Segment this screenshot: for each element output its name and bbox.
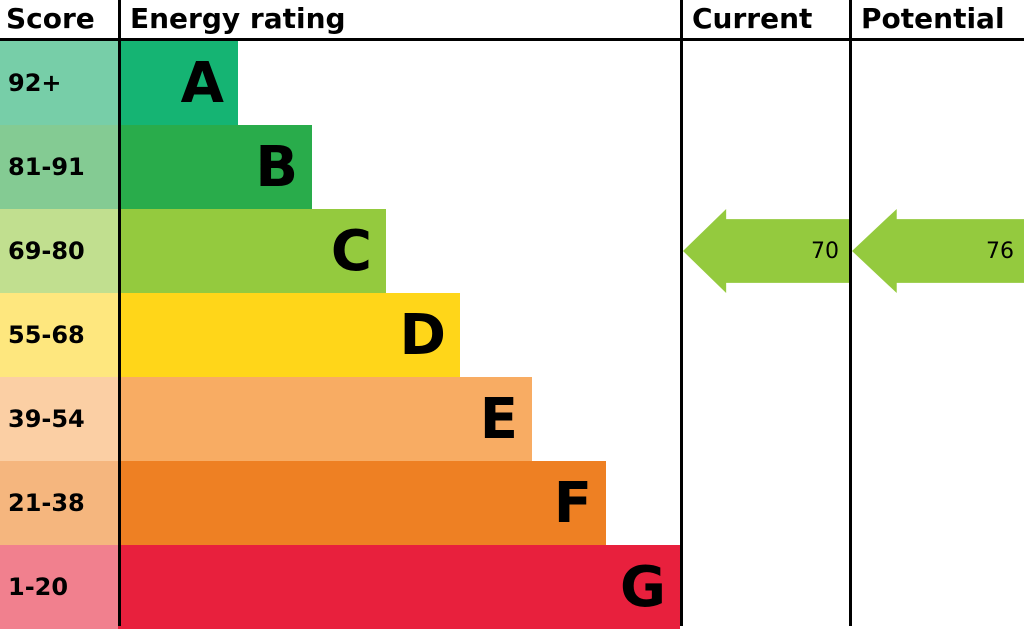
band-bar-a: A xyxy=(118,41,238,125)
header-potential: Potential xyxy=(855,0,1024,38)
band-bar-g: G xyxy=(118,545,680,629)
current-value: 70 xyxy=(811,209,839,293)
band-row-g: 1-20G xyxy=(0,545,1024,629)
score-range-d: 55-68 xyxy=(0,293,118,377)
potential-value: 76 xyxy=(986,209,1014,293)
band-row-f: 21-38F xyxy=(0,461,1024,545)
score-range-g: 1-20 xyxy=(0,545,118,629)
col-border-potential xyxy=(849,0,852,626)
score-range-e: 39-54 xyxy=(0,377,118,461)
band-bar-f: F xyxy=(118,461,606,545)
band-row-e: 39-54E xyxy=(0,377,1024,461)
col-border-current xyxy=(680,0,683,626)
band-bar-d: D xyxy=(118,293,460,377)
band-bar-c: C xyxy=(118,209,386,293)
col-border-rating xyxy=(118,0,121,626)
header-score: Score xyxy=(0,0,118,38)
header-rating: Energy rating xyxy=(124,0,680,38)
score-range-b: 81-91 xyxy=(0,125,118,209)
score-range-f: 21-38 xyxy=(0,461,118,545)
potential-arrow: 76 xyxy=(852,209,1024,293)
band-row-d: 55-68D xyxy=(0,293,1024,377)
header-current: Current xyxy=(686,0,849,38)
band-bar-b: B xyxy=(118,125,312,209)
score-range-a: 92+ xyxy=(0,41,118,125)
band-row-b: 81-91B xyxy=(0,125,1024,209)
score-range-c: 69-80 xyxy=(0,209,118,293)
band-bar-e: E xyxy=(118,377,532,461)
current-arrow: 70 xyxy=(683,209,849,293)
band-row-a: 92+A xyxy=(0,41,1024,125)
energy-rating-chart: Score Energy rating Current Potential 92… xyxy=(0,0,1024,626)
